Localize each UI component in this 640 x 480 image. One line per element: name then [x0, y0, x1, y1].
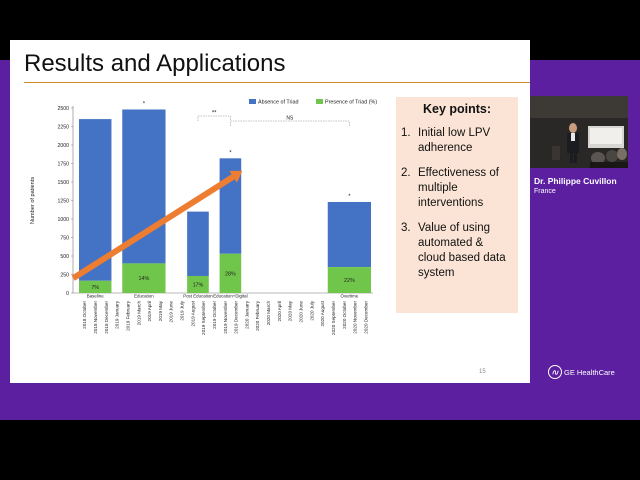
bar-presence-segment — [79, 280, 112, 293]
trend-arrow-head — [229, 170, 243, 183]
x-tick-label: 2019 July — [180, 300, 185, 320]
bar-percent-label: 17% — [193, 282, 204, 288]
y-tick-label: 2250 — [57, 125, 69, 131]
bar-percent-label: 14% — [138, 276, 149, 282]
key-point-text: Initial low LPV adherence — [418, 127, 491, 154]
key-point-number: 2. — [401, 167, 411, 179]
x-tick-label: 2019 April — [147, 301, 152, 321]
x-tick-label: 2019 March — [136, 301, 141, 326]
significance-double-star: ** — [212, 111, 217, 117]
y-tick-label: 1250 — [57, 199, 69, 205]
x-tick-label: 2020 July — [309, 300, 314, 320]
chart-bars — [71, 99, 371, 293]
x-tick-label: 2018 December — [104, 301, 109, 334]
x-tick-label: 2020 September — [331, 301, 336, 335]
y-tick-label: 1750 — [57, 162, 69, 168]
bar-absence-segment — [187, 211, 209, 276]
y-tick-label: 1000 — [57, 217, 69, 223]
trend-arrow-shaft — [71, 174, 235, 281]
bar-presence-segment — [327, 267, 371, 293]
bar-percent-label: 7% — [91, 285, 99, 291]
legend-swatch-presence — [316, 99, 323, 104]
ge-healthcare-logo: GE HealthCare — [548, 365, 615, 379]
y-tick-label: 0 — [66, 291, 69, 297]
x-tick-label: 2020 February — [255, 300, 260, 331]
bracket-overtime — [230, 120, 350, 126]
title-divider — [24, 82, 530, 83]
key-point-number: 3. — [401, 222, 411, 234]
key-points-box: Key points: 1. Initial low LPV adherence… — [396, 97, 518, 313]
significance-star: * — [229, 150, 232, 156]
x-tick-label: 2019 January — [115, 300, 120, 329]
x-tick-label: 2020 June — [299, 301, 304, 323]
x-tick-label: 2019 November — [223, 301, 228, 334]
legend-label-presence: Presence of Triad (%) — [325, 100, 377, 106]
x-tick-label: 2020 March — [266, 301, 271, 326]
bar-percent-label: 22% — [344, 278, 355, 284]
significance-star: * — [143, 101, 146, 107]
phase-label: Post Education — [183, 294, 213, 299]
bar-percent-label: 28% — [225, 271, 236, 277]
x-tick-label: 2020 August — [320, 300, 325, 326]
x-tick-label: 2019 September — [201, 301, 206, 335]
key-point-1: 1. Initial low LPV adherence — [401, 126, 513, 156]
chart-svg: 0 250 500 750 1000 1250 1500 1750 2000 2250 2500 Nu… — [30, 99, 377, 335]
bar-absence-segment — [327, 201, 371, 268]
x-tick-label: 2020 November — [353, 301, 358, 334]
key-point-text: Value of using automated & cloud based d… — [418, 222, 506, 279]
phase-label: Education+Digital — [213, 294, 247, 299]
speaker-video — [530, 96, 628, 168]
x-tick-label: 2020 April — [277, 301, 282, 321]
logo-text: GE HealthCare — [564, 367, 615, 377]
bar-presence-segment — [122, 263, 166, 293]
x-tick-label: 2018 November — [93, 301, 98, 334]
phase-label: Education — [134, 294, 154, 299]
x-tick-label: 2019 December — [234, 301, 239, 334]
speaker-photo — [530, 96, 628, 168]
y-tick-label: 750 — [60, 236, 69, 242]
x-tick-label: 2019 February — [125, 300, 130, 331]
key-point-number: 1. — [401, 127, 411, 139]
phase-label: Baseline — [87, 294, 104, 299]
slide-title: Results and Applications — [24, 50, 286, 77]
y-tick-label: 250 — [60, 273, 69, 279]
presentation-slide: Results and Applications 0 250 500 750 1000 1… — [10, 40, 530, 383]
bar-presence-segment — [187, 275, 209, 293]
bar-presence-segment — [219, 253, 242, 293]
key-point-2: 2. Effectiveness of multiple interventio… — [401, 166, 513, 211]
y-tick-label: 500 — [60, 254, 69, 260]
key-point-3: 3. Value of using automated & cloud base… — [401, 221, 513, 281]
y-tick-label: 1500 — [57, 180, 69, 186]
chart-labels: 0 250 500 750 1000 1250 1500 1750 2000 2250 2500 Nu… — [30, 100, 377, 335]
bar-absence-segment — [122, 109, 166, 264]
ge-monogram-icon — [548, 365, 562, 379]
ge-monogram-glyph — [551, 369, 559, 375]
slide-number: 15 — [479, 369, 486, 375]
significance-star: * — [348, 194, 351, 200]
bracket-education-digital — [197, 115, 231, 121]
key-points-heading: Key points: — [422, 102, 492, 116]
not-significant-label: NS — [286, 116, 294, 122]
x-tick-label: 2020 October — [342, 301, 347, 329]
x-tick-label: 2020 May — [288, 300, 293, 321]
x-tick-label: 2019 October — [212, 301, 217, 329]
speaker-country: France — [534, 188, 556, 195]
y-tick-label: 2500 — [57, 106, 69, 112]
x-tick-label: 2020 December — [363, 301, 368, 334]
key-point-text: Effectiveness of multiple interventions — [418, 167, 499, 209]
phase-label: Overtime — [340, 294, 358, 299]
x-tick-label: 2019 June — [169, 301, 174, 323]
x-tick-label: 2020 January — [244, 300, 249, 329]
x-tick-label: 2019 May — [158, 300, 163, 321]
x-tick-label: 2019 August — [190, 300, 195, 326]
y-tick-label: 2000 — [57, 143, 69, 149]
y-axis-title: Number of patients — [30, 177, 36, 224]
legend-label-absence: Absence of Triad — [258, 100, 298, 106]
x-tick-label: 2018 October — [82, 301, 87, 329]
legend-swatch-absence — [249, 99, 256, 104]
speaker-name: Dr. Philippe Cuvillon — [534, 176, 617, 186]
stacked-bar-chart: 0 250 500 750 1000 1250 1500 1750 2000 2250 2500 Nu… — [12, 95, 390, 380]
